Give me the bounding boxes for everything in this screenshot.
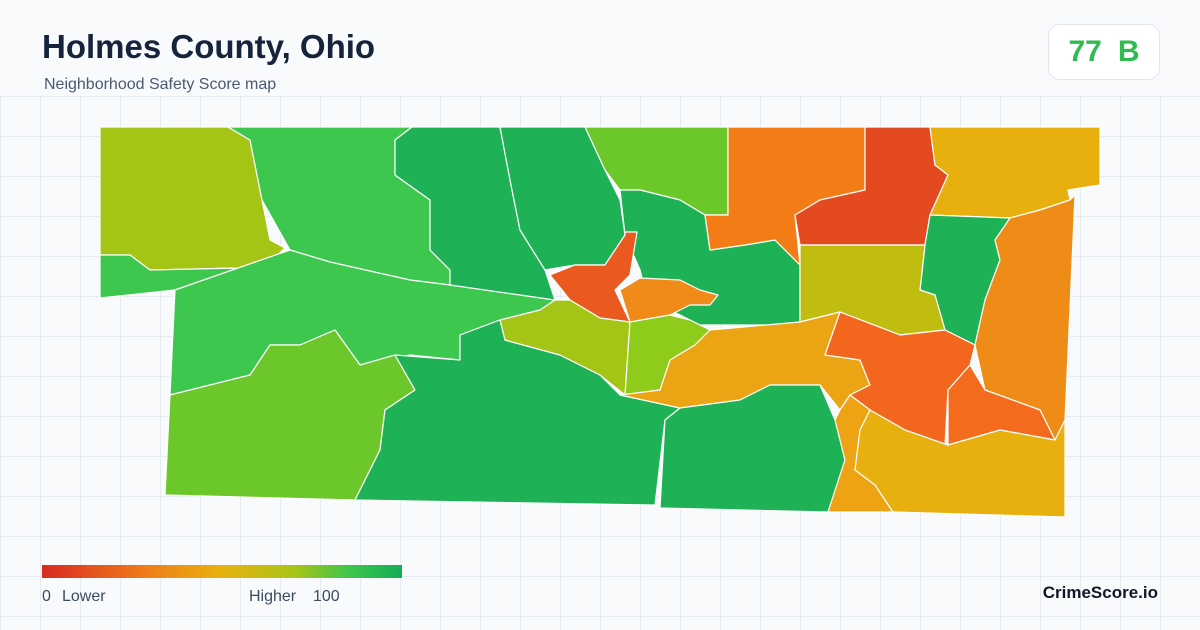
score-grade: B	[1117, 35, 1140, 68]
legend-max-label: Higher	[249, 588, 297, 605]
subtitle: Neighborhood Safety Score map	[44, 76, 277, 93]
brand: CrimeScore.io	[1042, 583, 1158, 602]
regions	[99, 126, 1101, 518]
title: Holmes County, Ohio	[42, 28, 376, 65]
legend-min-label: Lower	[62, 588, 106, 605]
region	[854, 409, 1066, 518]
legend-min: 0	[42, 588, 51, 605]
score-badge: 77 B	[1048, 24, 1160, 80]
score-value: 77	[1068, 35, 1102, 68]
legend-gradient	[42, 565, 402, 578]
legend-max: 100	[313, 588, 340, 605]
